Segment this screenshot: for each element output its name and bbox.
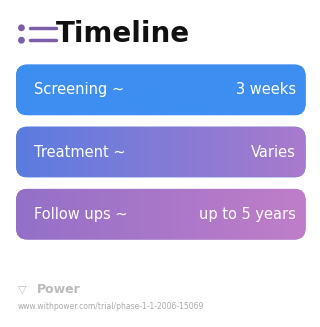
FancyBboxPatch shape [16,64,306,115]
Circle shape [19,38,24,43]
Text: up to 5 years: up to 5 years [199,207,296,222]
Text: Treatment ~: Treatment ~ [34,145,125,160]
Circle shape [19,25,24,30]
Text: Power: Power [37,283,81,296]
FancyBboxPatch shape [16,127,306,177]
Text: Follow ups ~: Follow ups ~ [34,207,127,222]
Text: Varies: Varies [251,145,296,160]
Text: ▽: ▽ [18,284,26,294]
Text: www.withpower.com/trial/phase-1-1-2006-15069: www.withpower.com/trial/phase-1-1-2006-1… [18,302,204,311]
Text: Screening ~: Screening ~ [34,82,124,97]
Text: Timeline: Timeline [56,20,190,48]
FancyBboxPatch shape [16,189,306,239]
Text: 3 weeks: 3 weeks [236,82,296,97]
